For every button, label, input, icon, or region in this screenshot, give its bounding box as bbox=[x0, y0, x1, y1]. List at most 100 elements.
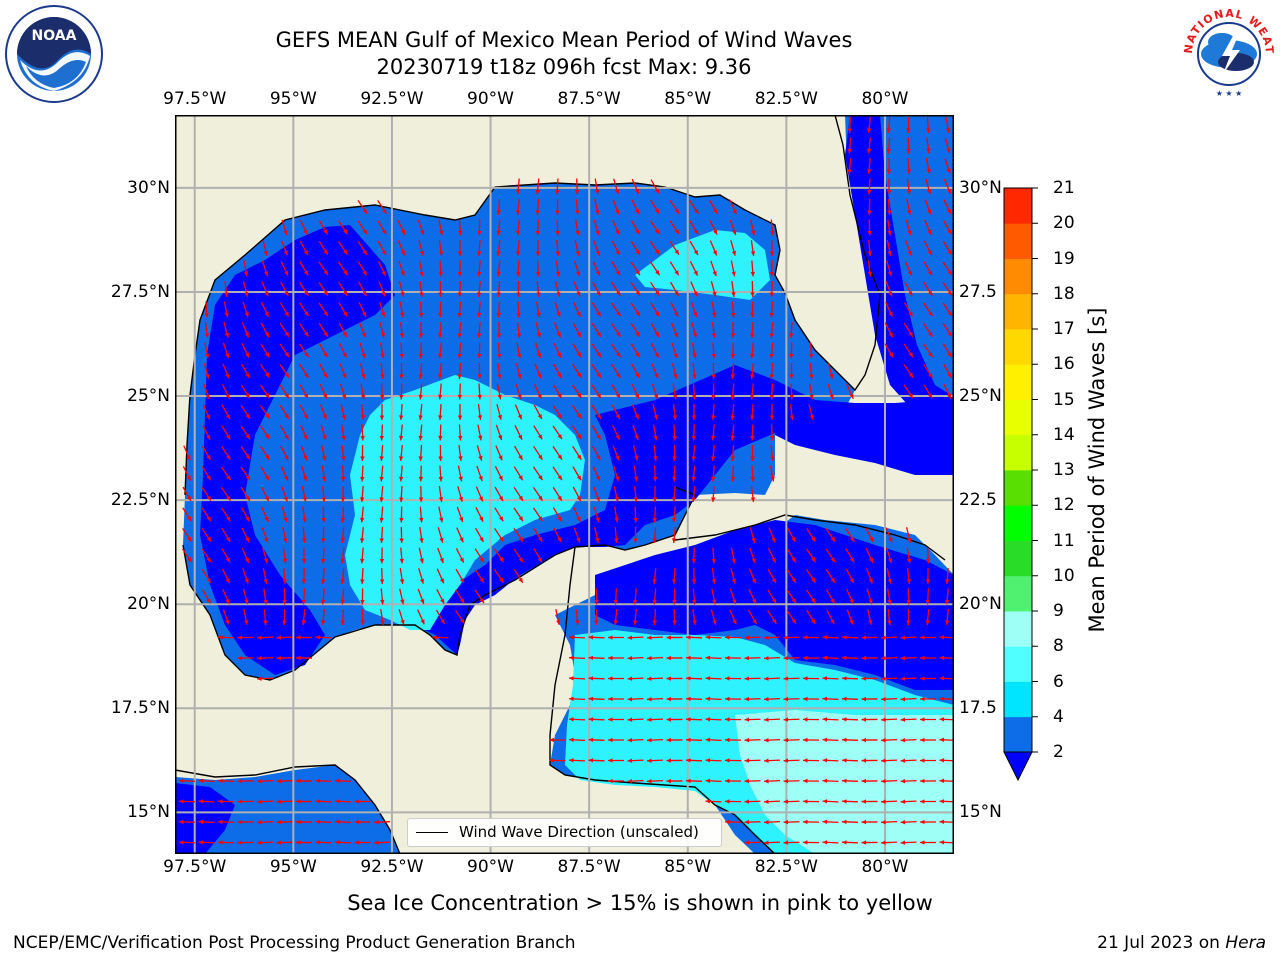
colorbar-cell bbox=[1004, 258, 1032, 295]
wave-direction-arrow bbox=[438, 424, 443, 441]
wave-direction-arrow bbox=[607, 758, 625, 763]
wave-direction-arrow bbox=[513, 528, 524, 542]
wave-direction-arrow bbox=[666, 778, 683, 784]
wave-direction-arrow bbox=[477, 403, 483, 421]
wave-direction-arrow bbox=[399, 362, 404, 380]
wave-direction-arrow bbox=[496, 321, 502, 339]
wave-direction-arrow bbox=[534, 342, 542, 359]
wave-direction-arrow bbox=[340, 404, 346, 420]
wave-direction-arrow bbox=[591, 302, 602, 317]
wave-direction-arrow bbox=[612, 219, 620, 236]
wave-direction-arrow bbox=[178, 778, 196, 784]
wave-direction-arrow bbox=[861, 696, 878, 702]
wave-direction-arrow bbox=[399, 547, 404, 564]
wave-direction-arrow bbox=[783, 819, 800, 825]
wave-direction-arrow bbox=[861, 819, 878, 825]
wave-direction-arrow bbox=[340, 547, 345, 564]
wave-direction-arrow bbox=[438, 383, 443, 400]
wave-direction-arrow bbox=[554, 301, 561, 318]
wave-direction-arrow bbox=[802, 799, 820, 804]
wave-direction-arrow bbox=[710, 444, 716, 462]
wave-direction-arrow bbox=[256, 676, 274, 681]
colorbar-cell bbox=[1004, 646, 1032, 682]
wave-direction-arrow bbox=[923, 281, 933, 297]
wave-direction-arrow bbox=[315, 778, 332, 784]
wave-direction-arrow bbox=[900, 840, 917, 845]
wave-direction-arrow bbox=[710, 260, 717, 277]
wave-direction-arrow bbox=[458, 444, 463, 462]
wave-direction-arrow bbox=[594, 527, 600, 543]
wave-direction-arrow bbox=[607, 717, 625, 722]
wave-direction-arrow bbox=[711, 567, 717, 585]
wave-direction-arrow bbox=[611, 281, 621, 297]
wave-direction-arrow bbox=[202, 425, 211, 440]
wave-direction-arrow bbox=[861, 737, 878, 743]
wave-direction-arrow bbox=[770, 424, 775, 441]
wave-direction-arrow bbox=[377, 261, 387, 276]
wave-direction-arrow bbox=[822, 840, 839, 845]
wave-direction-arrow bbox=[357, 200, 368, 214]
colorbar-tick-label: 13 bbox=[1053, 460, 1075, 480]
wave-direction-arrow bbox=[552, 384, 563, 399]
wave-direction-arrow bbox=[786, 589, 797, 604]
wave-direction-arrow bbox=[280, 465, 289, 482]
wave-direction-arrow bbox=[221, 425, 231, 440]
wave-direction-arrow bbox=[552, 486, 563, 502]
wave-direction-arrow bbox=[750, 403, 755, 421]
wave-direction-arrow bbox=[318, 302, 329, 317]
wave-direction-arrow bbox=[438, 321, 443, 339]
wave-direction-arrow bbox=[942, 240, 953, 256]
wave-direction-arrow bbox=[495, 424, 503, 441]
wave-direction-arrow bbox=[904, 281, 913, 297]
wave-direction-arrow bbox=[574, 240, 580, 256]
wave-direction-arrow bbox=[377, 240, 387, 256]
wave-direction-arrow bbox=[627, 676, 644, 681]
wave-direction-arrow bbox=[593, 506, 600, 523]
colorbar-tick-label: 18 bbox=[1053, 283, 1075, 304]
wave-direction-arrow bbox=[476, 445, 483, 461]
wave-direction-arrow bbox=[321, 485, 326, 503]
wave-direction-arrow bbox=[536, 280, 541, 298]
wave-direction-arrow bbox=[338, 302, 348, 317]
wave-direction-arrow bbox=[260, 302, 270, 317]
wave-direction-arrow bbox=[672, 567, 677, 585]
colorbar-tick-label: 11 bbox=[1053, 530, 1075, 551]
wave-direction-arrow bbox=[591, 425, 602, 440]
wave-direction-arrow bbox=[301, 567, 307, 585]
lon-tick-top: 97.5°W bbox=[163, 89, 227, 109]
wave-direction-arrow bbox=[572, 486, 582, 502]
wave-direction-arrow bbox=[476, 465, 483, 482]
wave-direction-arrow bbox=[516, 239, 521, 257]
wave-direction-arrow bbox=[202, 589, 211, 604]
wave-direction-arrow bbox=[690, 281, 698, 297]
lon-tick-top: 95°W bbox=[269, 89, 317, 109]
lat-tick-right: 25°N bbox=[959, 386, 1002, 407]
wave-direction-arrow bbox=[786, 610, 797, 624]
wave-direction-arrow bbox=[866, 116, 872, 134]
wave-direction-arrow bbox=[769, 465, 775, 482]
wave-direction-arrow bbox=[457, 362, 462, 380]
wave-direction-arrow bbox=[222, 342, 230, 359]
wave-direction-arrow bbox=[178, 840, 196, 845]
wave-direction-arrow bbox=[360, 588, 365, 605]
wave-direction-arrow bbox=[903, 343, 914, 358]
wave-direction-arrow bbox=[730, 260, 736, 277]
lon-tick-top: 82.5°W bbox=[754, 89, 818, 109]
wave-direction-arrow bbox=[377, 220, 387, 235]
wave-direction-arrow bbox=[276, 778, 293, 784]
chart-subtitle: 20230719 t18z 096h fcst Max: 9.36 bbox=[376, 55, 752, 79]
wave-direction-arrow bbox=[455, 548, 465, 563]
colorbar-tick-label: 21 bbox=[1053, 178, 1075, 198]
wave-direction-arrow bbox=[438, 485, 444, 503]
wave-direction-arrow bbox=[279, 302, 290, 317]
wave-direction-arrow bbox=[926, 116, 931, 134]
wave-direction-arrow bbox=[689, 220, 699, 235]
wave-direction-arrow bbox=[646, 696, 664, 702]
wave-direction-arrow bbox=[630, 322, 641, 338]
wave-direction-arrow bbox=[748, 589, 757, 604]
wave-direction-arrow bbox=[923, 363, 933, 379]
wave-direction-arrow bbox=[612, 445, 620, 461]
wave-direction-arrow bbox=[321, 567, 326, 585]
wave-direction-arrow bbox=[841, 799, 859, 804]
wave-direction-arrow bbox=[691, 444, 696, 462]
